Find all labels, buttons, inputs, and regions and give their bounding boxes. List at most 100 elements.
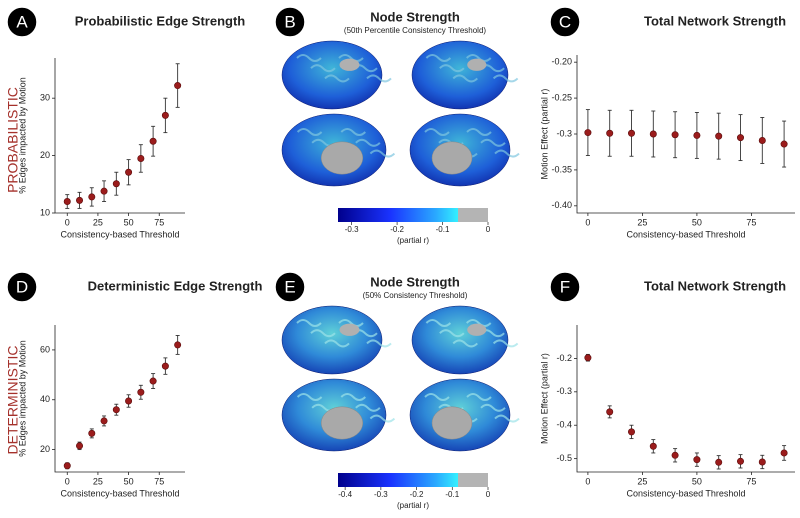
x-tick-label: 75 — [154, 217, 164, 227]
x-tick-label: 50 — [124, 217, 134, 227]
panel-badge — [549, 271, 581, 303]
medial-core — [431, 406, 473, 440]
point — [149, 377, 157, 385]
chart-title: Total Network Strength — [644, 278, 786, 293]
point — [715, 458, 723, 466]
x-axis-label: Consistency-based Threshold — [61, 229, 180, 239]
y-tick-label: -0.25 — [551, 92, 572, 102]
gyrus — [340, 128, 366, 136]
point — [584, 354, 592, 362]
colorbar-tick-label: -0.4 — [338, 490, 352, 499]
x-axis-label: Consistency-based Threshold — [61, 488, 180, 498]
x-tick-label: 0 — [65, 476, 70, 486]
x-tick-label: 25 — [637, 476, 647, 486]
medial-core — [431, 141, 473, 175]
point — [112, 180, 120, 188]
gyrus — [424, 393, 450, 401]
point — [137, 154, 145, 162]
gyrus — [466, 54, 492, 62]
chart-title: Deterministic Edge Strength — [88, 278, 263, 293]
panel-letter: B — [284, 12, 295, 31]
point — [649, 130, 657, 138]
y-tick-label: 20 — [40, 444, 50, 454]
y-tick-label: 60 — [40, 344, 50, 354]
point — [606, 408, 614, 416]
point — [627, 428, 635, 436]
x-tick-label: 75 — [154, 476, 164, 486]
gyrus — [480, 138, 506, 147]
point — [100, 187, 108, 195]
y-tick-label: 30 — [40, 93, 50, 103]
x-tick-label: 50 — [124, 476, 134, 486]
x-tick-label: 0 — [585, 476, 590, 486]
x-tick-label: 25 — [637, 217, 647, 227]
point — [76, 442, 84, 450]
y-tick-label: -0.2 — [556, 353, 572, 363]
gyrus — [439, 329, 465, 338]
colorbar-tick-label: -0.1 — [436, 225, 450, 234]
gyrus — [492, 74, 519, 83]
gyrus — [369, 414, 396, 423]
point — [736, 134, 744, 142]
gyrus — [494, 149, 520, 158]
panel-subtitle: (50th Percentile Consistency Threshold) — [344, 26, 486, 35]
point — [606, 129, 614, 137]
y-tick-label: -0.35 — [551, 164, 572, 174]
colorbar-label: (partial r) — [397, 236, 429, 245]
x-tick-label: 25 — [93, 217, 103, 227]
panel-title: Node Strength — [370, 274, 460, 289]
gray-patch — [467, 323, 487, 336]
panel-badge — [6, 6, 38, 38]
point — [125, 397, 133, 405]
y-tick-label: 10 — [40, 207, 50, 217]
medial-core — [320, 406, 364, 440]
point — [758, 458, 766, 466]
point — [63, 198, 71, 206]
axis-line — [576, 55, 795, 214]
colorbar-tick-label: -0.2 — [410, 490, 424, 499]
x-tick-label: 75 — [746, 476, 756, 486]
y-tick-label: -0.5 — [556, 453, 572, 463]
point — [174, 341, 182, 349]
point — [649, 442, 657, 450]
y-tick-label: 20 — [40, 150, 50, 160]
gyrus — [324, 339, 350, 348]
gyrus — [466, 319, 492, 327]
gyrus — [310, 329, 336, 338]
point — [149, 137, 157, 145]
point — [780, 140, 788, 148]
y-axis-label: Motion Effect (partial r) — [539, 89, 549, 180]
point — [715, 132, 723, 140]
gray-patch — [467, 58, 487, 71]
gyrus — [296, 393, 323, 401]
gyrus — [296, 54, 322, 62]
gyrus — [296, 319, 322, 327]
point — [671, 131, 679, 139]
y-tick-label: 40 — [40, 394, 50, 404]
point — [693, 456, 701, 464]
gyrus — [355, 403, 381, 412]
point — [693, 131, 701, 139]
axis-line — [54, 58, 185, 214]
gyrus — [466, 393, 492, 401]
y-tick-label: -0.4 — [556, 420, 572, 430]
x-tick-label: 0 — [65, 217, 70, 227]
y-tick-label: -0.20 — [551, 57, 572, 67]
point — [671, 451, 679, 459]
gyrus — [425, 54, 452, 62]
x-tick-label: 50 — [692, 476, 702, 486]
point — [76, 196, 84, 204]
panel-badge — [6, 271, 38, 303]
gyrus — [480, 403, 506, 412]
x-axis-label: Consistency-based Threshold — [627, 229, 746, 239]
gyrus — [366, 339, 392, 348]
colorbar-tick-label: -0.3 — [374, 490, 388, 499]
x-tick-label: 25 — [93, 476, 103, 486]
row-label: PROBABILISTIC — [5, 87, 21, 193]
colorbar — [338, 473, 488, 487]
axis-line — [54, 325, 185, 473]
point — [736, 457, 744, 465]
point — [63, 462, 71, 470]
gyrus — [439, 64, 465, 73]
